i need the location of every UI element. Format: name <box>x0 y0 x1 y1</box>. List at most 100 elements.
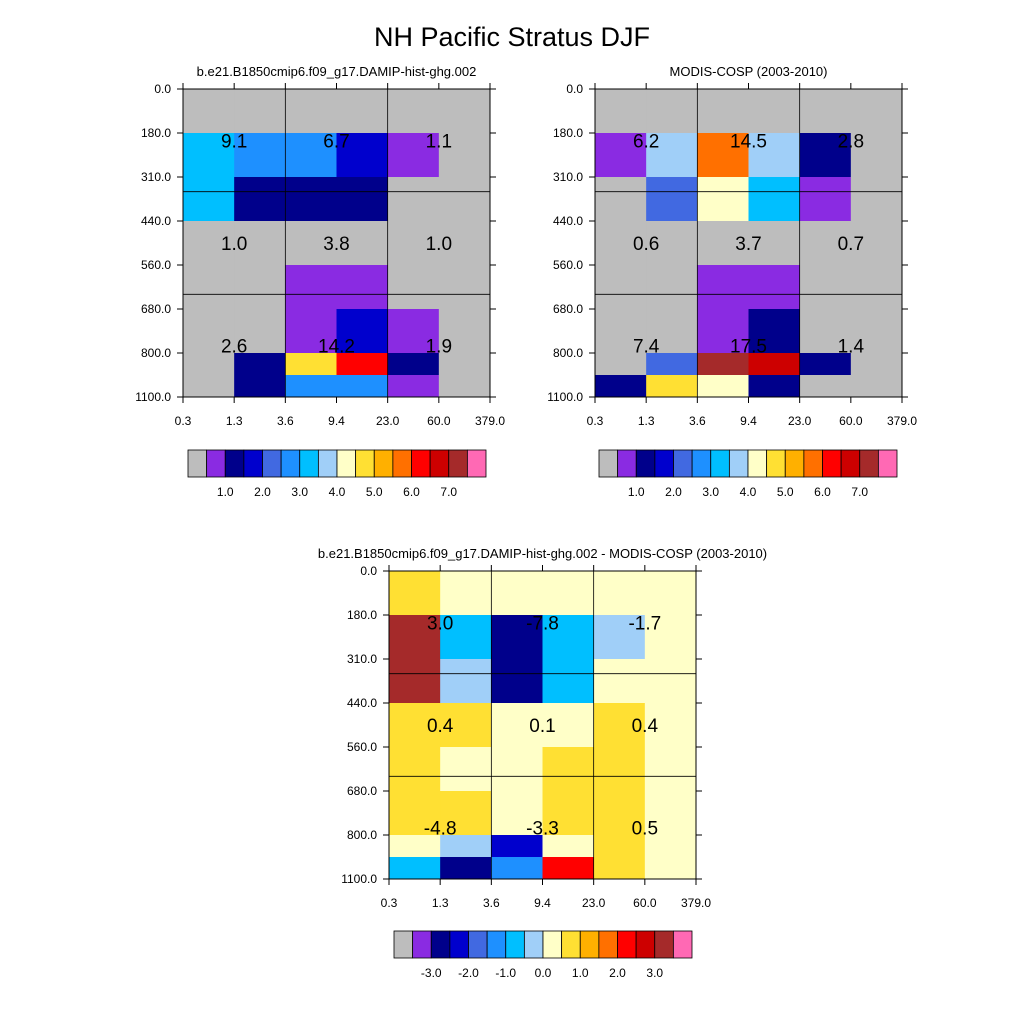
heatmap-cell <box>440 747 492 792</box>
heatmap-cell <box>491 571 543 616</box>
colorbar-swatch <box>280 449 301 478</box>
x-tick-label: 60.0 <box>427 414 451 428</box>
heatmap-cell <box>387 177 440 222</box>
colorbar-label: 2.0 <box>609 966 626 980</box>
colorbar-label: -2.0 <box>458 966 479 980</box>
colorbar-label: 5.0 <box>777 485 794 499</box>
heatmap-cell <box>387 265 440 310</box>
heatmap-cell <box>646 133 698 178</box>
heatmap-cell <box>234 221 286 266</box>
box-value-label: 6.2 <box>633 131 659 152</box>
colorbar-swatch <box>206 449 226 478</box>
heatmap-cell <box>593 835 646 858</box>
colorbar-swatch <box>505 930 525 959</box>
heatmap-cell <box>850 133 903 178</box>
heatmap-cell <box>183 89 235 134</box>
heatmap-cell <box>542 857 595 880</box>
heatmap-cell <box>440 835 492 858</box>
y-tick-label: 180.0 <box>141 126 171 140</box>
y-tick-label: 680.0 <box>347 784 377 798</box>
heatmap-cell <box>799 89 852 134</box>
colorbar-swatch <box>598 449 619 478</box>
heatmap-cell <box>438 89 491 134</box>
x-tick-label: 9.4 <box>534 896 551 910</box>
heatmap-cell <box>389 791 441 836</box>
colorbar-swatch <box>784 449 805 478</box>
heatmap-cell <box>183 133 235 178</box>
heatmap-cell <box>336 353 389 376</box>
y-tick-label: 440.0 <box>347 696 377 710</box>
heatmap-cell <box>646 177 698 222</box>
heatmap-cell <box>440 857 492 880</box>
heatmap-cell <box>644 659 697 704</box>
heatmap-cell <box>438 265 491 310</box>
heatmap-cell <box>697 265 749 310</box>
box-value-label: 0.4 <box>632 716 659 737</box>
box-value-label: 6.7 <box>323 131 349 152</box>
heatmap-cell <box>850 221 903 266</box>
box-value-label: 3.0 <box>427 613 453 634</box>
y-tick-label: 310.0 <box>347 652 377 666</box>
heatmap-cell <box>438 375 491 398</box>
heatmap-cell <box>593 703 646 748</box>
colorbar-swatch <box>579 930 600 959</box>
colorbar-swatch <box>728 449 749 478</box>
heatmap-cell <box>387 133 440 178</box>
heatmap-cell <box>799 221 852 266</box>
heatmap-cell <box>491 835 543 858</box>
box-value-label: 14.2 <box>318 337 355 358</box>
heatmap-cell <box>697 133 749 178</box>
colorbar-swatch <box>673 449 693 478</box>
x-tick-label: 1.3 <box>432 896 449 910</box>
heatmap-cell <box>387 309 440 354</box>
heatmap-cell <box>285 177 337 222</box>
heatmap-cell <box>389 659 441 704</box>
box-value-label: -3.3 <box>526 819 559 840</box>
heatmap-cell <box>542 747 595 792</box>
x-tick-label: 3.6 <box>277 414 294 428</box>
heatmap-cell <box>595 375 647 398</box>
x-tick-label: 23.0 <box>376 414 400 428</box>
box-value-label: 14.5 <box>730 131 767 152</box>
heatmap-cell <box>646 353 698 376</box>
box-value-label: 1.4 <box>838 337 865 358</box>
colorbar-swatch <box>635 930 656 959</box>
x-tick-label: 0.3 <box>175 414 192 428</box>
heatmap-cell <box>595 353 647 376</box>
colorbar-swatch <box>429 449 450 478</box>
x-tick-label: 60.0 <box>633 896 657 910</box>
box-value-label: 1.9 <box>426 337 452 358</box>
heatmap-cell <box>644 703 697 748</box>
y-tick-label: 800.0 <box>347 828 377 842</box>
box-value-label: 0.1 <box>529 716 555 737</box>
x-tick-label: 23.0 <box>582 896 606 910</box>
heatmap-cell <box>646 89 698 134</box>
x-tick-label: 3.6 <box>689 414 706 428</box>
heatmap-cell <box>438 177 491 222</box>
box-value-label: -7.8 <box>526 613 559 634</box>
heatmap-cell <box>336 265 389 310</box>
heatmap-cell <box>644 857 697 880</box>
heatmap-cell <box>748 177 801 222</box>
box-value-label: 0.4 <box>427 716 454 737</box>
colorbar-swatch <box>840 449 861 478</box>
heatmap-cell <box>799 375 852 398</box>
heatmap-cell <box>336 309 389 354</box>
colorbar-swatch <box>561 930 581 959</box>
heatmap-cell <box>644 835 697 858</box>
heatmap-cell <box>438 353 491 376</box>
colorbar-label: -1.0 <box>495 966 516 980</box>
colorbar-swatch <box>877 449 898 478</box>
y-tick-label: 1100.0 <box>547 390 583 404</box>
colorbar-swatch <box>598 930 618 959</box>
y-tick-label: 560.0 <box>347 740 377 754</box>
colorbar-swatch <box>617 930 637 959</box>
heatmap-cell <box>593 615 646 660</box>
colorbar-swatch <box>542 930 563 959</box>
colorbar-swatch <box>187 449 208 478</box>
heatmap-cell <box>593 857 646 880</box>
heatmap-cell <box>697 309 749 354</box>
y-tick-label: 0.0 <box>360 564 377 578</box>
box-value-label: 1.1 <box>426 131 452 152</box>
box-value-label: 1.0 <box>426 234 452 255</box>
